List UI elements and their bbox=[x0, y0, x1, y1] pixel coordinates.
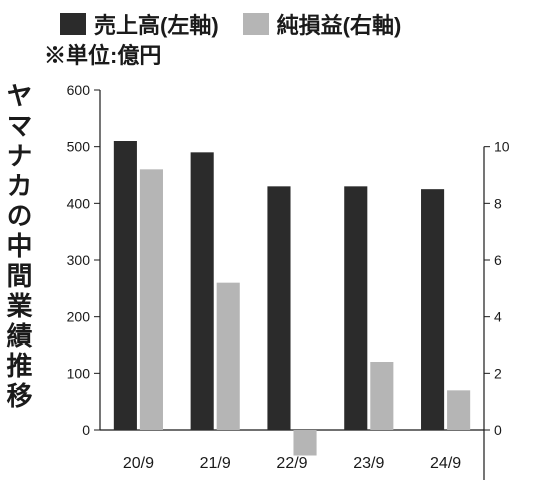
left-tick-label: 500 bbox=[67, 139, 91, 155]
category-label: 21/9 bbox=[200, 455, 231, 472]
bar-netincome bbox=[140, 169, 163, 430]
legend-swatch-sales bbox=[60, 13, 86, 35]
right-tick-label: 4 bbox=[494, 309, 502, 325]
left-tick-label: 400 bbox=[67, 195, 91, 211]
unit-note: ※単位:億円 bbox=[44, 38, 161, 70]
right-tick-label: 8 bbox=[494, 195, 502, 211]
bar-netincome bbox=[293, 430, 316, 456]
category-label: 23/9 bbox=[353, 455, 384, 472]
legend-swatch-netincome bbox=[243, 13, 269, 35]
bar-sales bbox=[114, 141, 137, 430]
chart-container: { "legend": { "series1": { "label": "売上高… bbox=[0, 0, 547, 500]
right-tick-label: -2 bbox=[494, 479, 507, 480]
legend-label-sales: 売上高(左軸) bbox=[94, 8, 219, 40]
legend-label-netincome: 純損益(右軸) bbox=[277, 8, 402, 40]
left-tick-label: 100 bbox=[67, 365, 91, 381]
right-tick-label: 2 bbox=[494, 365, 502, 381]
chart-title-vertical: ヤマナカの中間業績推移 bbox=[6, 82, 34, 412]
category-label: 24/9 bbox=[430, 455, 461, 472]
right-tick-label: 6 bbox=[494, 252, 502, 268]
legend-item-netincome: 純損益(右軸) bbox=[243, 8, 402, 40]
left-tick-label: 0 bbox=[82, 422, 90, 438]
left-tick-label: 600 bbox=[67, 82, 91, 98]
bar-sales bbox=[191, 152, 214, 430]
chart-svg: 0 100 200 300 400 500 600 -2 0 2 4 6 8 10 20/9 21/9 22/9… bbox=[56, 80, 528, 480]
bar-sales bbox=[344, 186, 367, 430]
left-tick-label: 200 bbox=[67, 309, 91, 325]
bar-sales bbox=[421, 189, 444, 430]
bar-netincome bbox=[217, 283, 240, 430]
category-label: 20/9 bbox=[123, 455, 154, 472]
bar-netincome bbox=[447, 390, 470, 430]
right-tick-label: 10 bbox=[494, 139, 510, 155]
legend: 売上高(左軸) 純損益(右軸) bbox=[60, 8, 401, 40]
bar-netincome bbox=[370, 362, 393, 430]
left-tick-label: 300 bbox=[67, 252, 91, 268]
legend-item-sales: 売上高(左軸) bbox=[60, 8, 219, 40]
chart-area: 0 100 200 300 400 500 600 -2 0 2 4 6 8 10 20/9 21/9 22/9… bbox=[56, 80, 528, 480]
bar-sales bbox=[267, 186, 290, 430]
right-tick-label: 0 bbox=[494, 422, 502, 438]
category-label: 22/9 bbox=[276, 455, 307, 472]
